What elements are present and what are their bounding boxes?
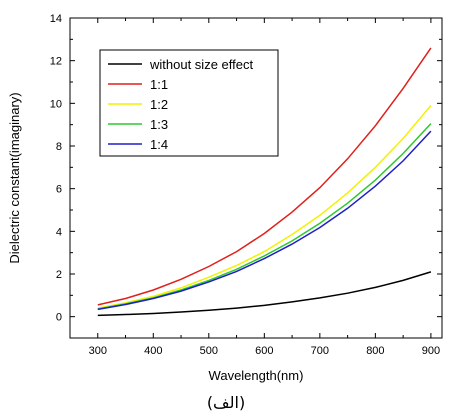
series-line-2 <box>97 105 432 309</box>
y-tick-label: 12 <box>50 56 62 68</box>
plot-frame <box>69 17 443 339</box>
legend-box <box>99 49 279 157</box>
x-tick-label: 400 <box>144 345 162 357</box>
y-tick-label: 0 <box>56 312 62 324</box>
legend-label: 1:3 <box>150 117 168 132</box>
x-tick-label: 300 <box>89 345 107 357</box>
series-line-0 <box>97 271 432 317</box>
x-axis-title: Wavelength(nm) <box>209 368 304 383</box>
y-axis-title: Dielectric constant(imaginary) <box>7 92 22 263</box>
y-tick-label: 8 <box>56 141 62 153</box>
y-tick-label: 10 <box>50 98 62 110</box>
legend-label: without size effect <box>149 57 253 72</box>
figure-caption: (الف) <box>207 393 245 412</box>
series-line-4 <box>97 130 432 311</box>
x-tick-label: 600 <box>255 345 273 357</box>
axis-ticks: 300 400 500 600 700 800 900 0 2 4 6 8 10 12 14 <box>50 13 442 357</box>
x-tick-label: 900 <box>422 345 440 357</box>
y-tick-label: 6 <box>56 184 62 196</box>
y-tick-label: 4 <box>56 226 62 238</box>
legend-label: 1:1 <box>150 77 168 92</box>
y-tick-label: 2 <box>56 269 62 281</box>
y-tick-label: 14 <box>50 13 62 25</box>
legend-label: 1:2 <box>150 97 168 112</box>
legend-label: 1:4 <box>150 137 168 152</box>
x-tick-label: 700 <box>311 345 329 357</box>
x-tick-label: 500 <box>200 345 218 357</box>
x-tick-label: 800 <box>366 345 384 357</box>
series-lines <box>97 47 432 317</box>
legend: without size effect 1:1 1:2 1:3 1:4 <box>99 49 279 157</box>
series-line-1 <box>97 47 432 306</box>
